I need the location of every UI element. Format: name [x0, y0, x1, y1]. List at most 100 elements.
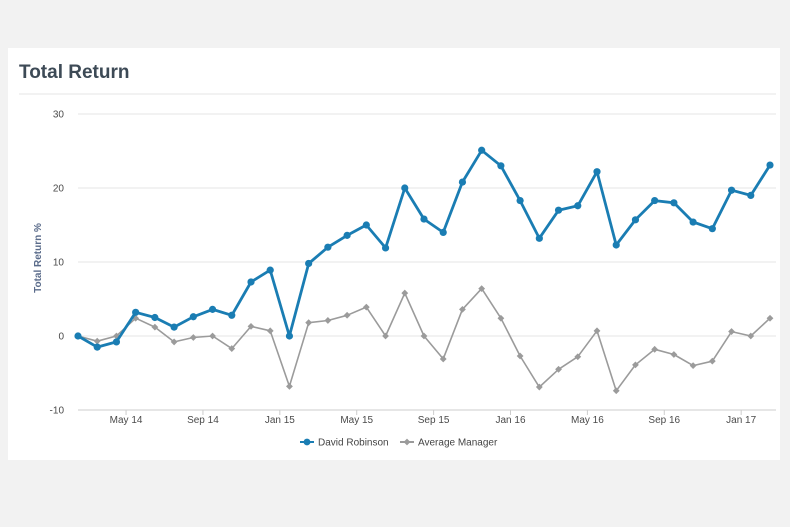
data-point[interactable]: [574, 202, 582, 210]
data-point[interactable]: [151, 313, 159, 322]
data-point[interactable]: [228, 311, 236, 319]
legend-label: David Robinson: [318, 438, 389, 449]
x-tick-label: May 16: [571, 415, 604, 426]
data-point[interactable]: [631, 216, 640, 224]
data-point[interactable]: [574, 353, 582, 361]
data-point[interactable]: [555, 365, 562, 373]
data-point[interactable]: [651, 196, 659, 205]
data-point[interactable]: [247, 322, 255, 330]
legend: David Robinson Average Manager: [300, 438, 498, 449]
data-point[interactable]: [651, 345, 659, 353]
data-point[interactable]: [612, 241, 620, 249]
total-return-chart: -10 0 10 20 30 May 14 Sep 14 Jan 15 May 15 Sep 1…: [19, 93, 776, 449]
series-average-manager: [74, 285, 774, 395]
data-point[interactable]: [305, 259, 313, 268]
data-point[interactable]: [670, 199, 678, 207]
data-point[interactable]: [458, 178, 467, 186]
data-point[interactable]: [74, 332, 82, 340]
data-point[interactable]: [747, 191, 755, 199]
x-tick-label: Jan 16: [495, 415, 525, 426]
legend-item[interactable]: David Robinson: [300, 438, 389, 449]
data-point[interactable]: [132, 308, 140, 316]
data-point[interactable]: [362, 221, 370, 229]
data-point[interactable]: [420, 332, 428, 340]
data-point[interactable]: [535, 234, 543, 242]
data-point[interactable]: [497, 162, 505, 170]
x-tick-label: Sep 14: [187, 415, 219, 426]
data-point[interactable]: [593, 168, 601, 176]
data-point[interactable]: [285, 332, 294, 340]
data-point[interactable]: [401, 184, 409, 192]
data-point[interactable]: [112, 338, 121, 346]
data-point[interactable]: [478, 146, 486, 154]
data-point[interactable]: [343, 311, 351, 319]
data-point[interactable]: [439, 355, 447, 363]
data-point[interactable]: [401, 289, 409, 297]
data-point[interactable]: [727, 186, 736, 194]
data-point[interactable]: [266, 266, 274, 274]
y-tick-label: 10: [53, 258, 65, 269]
data-point[interactable]: [324, 243, 332, 251]
y-axis-label: Total Return %: [33, 223, 44, 293]
series-line: [77, 287, 771, 392]
x-tick-label: May 15: [340, 415, 373, 426]
data-point[interactable]: [593, 327, 601, 335]
data-point[interactable]: [708, 225, 716, 233]
data-point[interactable]: [689, 218, 697, 226]
data-point[interactable]: [324, 317, 332, 324]
data-point[interactable]: [497, 314, 505, 322]
y-tick-label: 30: [53, 110, 65, 121]
data-point[interactable]: [189, 334, 197, 341]
legend-item[interactable]: Average Manager: [400, 438, 498, 449]
x-tick-label: Jan 15: [265, 415, 295, 426]
grid-lines: [78, 113, 776, 411]
data-point[interactable]: [516, 196, 524, 205]
data-point[interactable]: [612, 387, 620, 395]
x-tick-label: Jan 17: [726, 415, 756, 426]
data-point[interactable]: [381, 244, 390, 252]
legend-label: Average Manager: [418, 438, 498, 449]
data-point[interactable]: [170, 323, 178, 331]
data-point[interactable]: [766, 161, 774, 169]
data-point[interactable]: [632, 361, 639, 369]
data-point[interactable]: [535, 383, 543, 391]
data-point[interactable]: [382, 332, 389, 340]
series-david-robinson: [74, 146, 774, 351]
x-tick-label: May 14: [110, 415, 143, 426]
data-point[interactable]: [266, 327, 274, 335]
data-point[interactable]: [670, 351, 678, 358]
data-point[interactable]: [439, 228, 447, 236]
series-layer: [74, 146, 774, 395]
data-point[interactable]: [93, 343, 101, 351]
data-point[interactable]: [209, 332, 216, 340]
data-point[interactable]: [766, 314, 774, 322]
data-point[interactable]: [189, 313, 197, 321]
data-point[interactable]: [247, 278, 255, 286]
x-tick-label: Sep 15: [418, 415, 450, 426]
data-point[interactable]: [747, 332, 755, 340]
data-point[interactable]: [689, 362, 697, 369]
y-tick-label: 0: [58, 332, 64, 343]
data-point[interactable]: [208, 305, 217, 313]
data-point[interactable]: [228, 345, 236, 352]
data-point[interactable]: [170, 338, 178, 346]
y-tick-label: -10: [50, 406, 65, 417]
data-point[interactable]: [459, 305, 466, 313]
data-point[interactable]: [93, 337, 101, 345]
data-point[interactable]: [554, 206, 563, 214]
data-point[interactable]: [708, 357, 716, 365]
y-tick-label: 20: [53, 184, 65, 195]
chart-card: Total Return -10 0 10 20 30 May 14 Sep 14 Jan …: [8, 48, 780, 460]
data-point[interactable]: [151, 323, 159, 331]
data-point[interactable]: [343, 231, 351, 239]
data-point[interactable]: [305, 319, 313, 327]
legend-marker: [303, 438, 311, 446]
data-point[interactable]: [362, 303, 370, 311]
data-point[interactable]: [516, 352, 524, 360]
data-point[interactable]: [286, 382, 293, 390]
page-title: Total Return: [19, 62, 130, 83]
data-point[interactable]: [478, 285, 486, 293]
data-point[interactable]: [113, 332, 120, 340]
data-point[interactable]: [420, 215, 428, 223]
data-point[interactable]: [728, 328, 735, 335]
